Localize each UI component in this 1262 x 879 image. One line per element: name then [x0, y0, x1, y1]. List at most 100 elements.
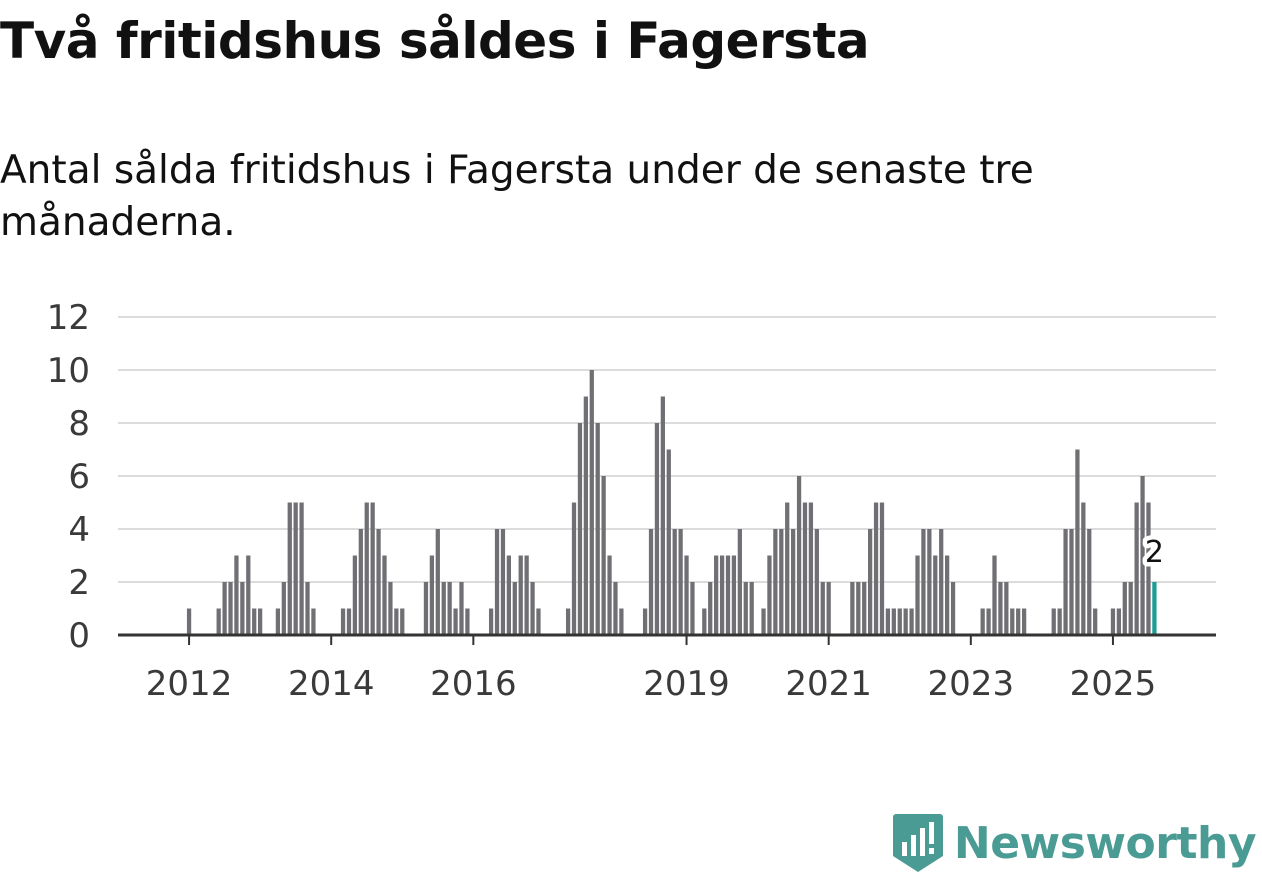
bar	[275, 608, 281, 635]
y-axis-ticks: 0 2 4 6 8 10 12	[47, 298, 90, 656]
bar	[394, 608, 399, 635]
y-tick-label: 12	[47, 298, 90, 338]
bar	[358, 529, 363, 635]
bar	[1081, 502, 1086, 635]
bar	[453, 608, 458, 635]
bar	[376, 529, 381, 635]
bar	[583, 396, 588, 635]
bar	[980, 608, 985, 635]
bar	[524, 555, 529, 635]
bar	[737, 529, 742, 635]
bar	[429, 555, 435, 635]
bar	[293, 502, 298, 635]
bar	[388, 582, 393, 635]
bar	[684, 555, 689, 635]
bar	[873, 502, 879, 635]
bar	[731, 555, 737, 635]
bar	[773, 529, 778, 635]
x-tick-label: 2023	[928, 664, 1015, 704]
bar	[186, 608, 192, 635]
bar	[1116, 608, 1121, 635]
bar	[589, 370, 594, 635]
bar	[903, 608, 908, 635]
bar	[885, 608, 891, 635]
bar	[714, 555, 719, 635]
y-tick-label: 8	[68, 404, 90, 444]
bar	[939, 529, 944, 635]
bar	[607, 555, 612, 635]
bar	[648, 529, 654, 635]
bar	[601, 476, 606, 635]
bar	[1146, 502, 1151, 635]
bar	[382, 555, 387, 635]
highlight-value-label: 2	[1145, 535, 1164, 570]
bar	[820, 582, 825, 635]
y-tick-label: 6	[68, 457, 90, 497]
bars	[186, 370, 1157, 635]
bar	[447, 582, 452, 635]
bar	[1140, 476, 1145, 635]
bar	[222, 582, 227, 635]
bar	[281, 582, 286, 635]
bar	[666, 449, 671, 635]
bar	[364, 502, 369, 635]
bar	[1087, 529, 1092, 635]
bar	[488, 608, 494, 635]
bar	[1110, 608, 1116, 635]
bar	[370, 502, 375, 635]
bar	[826, 582, 831, 635]
bar	[246, 555, 251, 635]
bar	[802, 502, 808, 635]
bar	[299, 502, 304, 635]
bar	[506, 555, 511, 635]
bar	[891, 608, 896, 635]
bar	[814, 529, 819, 635]
bar	[228, 582, 233, 635]
bar	[565, 608, 571, 635]
bar	[1010, 608, 1015, 635]
bar	[725, 555, 731, 635]
bar	[1057, 608, 1062, 635]
bar	[441, 582, 446, 635]
bar	[340, 608, 346, 635]
bar	[796, 476, 802, 635]
bar	[915, 555, 920, 635]
newsworthy-logo-icon	[892, 814, 943, 872]
x-tick-label: 2019	[643, 664, 730, 704]
bar	[287, 502, 292, 635]
bar	[252, 608, 257, 635]
bar	[613, 582, 618, 635]
bar	[850, 582, 855, 635]
bar	[423, 582, 429, 635]
x-tick-label: 2016	[430, 664, 517, 704]
bar	[933, 555, 938, 635]
bar	[234, 555, 239, 635]
bar	[992, 555, 997, 635]
bar	[1004, 582, 1009, 635]
bar	[950, 582, 956, 635]
bar	[678, 529, 683, 635]
bar	[435, 529, 440, 635]
bar	[595, 423, 600, 635]
bar	[785, 502, 790, 635]
bar	[654, 423, 660, 635]
bar	[619, 608, 624, 635]
bar	[1122, 582, 1127, 635]
bar	[1016, 608, 1021, 635]
bar	[708, 582, 713, 635]
chart-subtitle: Antal sålda fritidshus i Fagersta under …	[0, 148, 1034, 245]
bar	[1069, 529, 1074, 635]
bar	[856, 582, 861, 635]
bar	[465, 608, 470, 635]
y-tick-label: 4	[68, 510, 90, 550]
bar	[346, 608, 352, 635]
bar	[1134, 502, 1139, 635]
bar	[702, 608, 707, 635]
bar	[536, 608, 541, 635]
bar	[500, 529, 506, 635]
bar	[352, 555, 358, 635]
chart-title: Två fritidshus såldes i Fagersta	[0, 12, 870, 70]
bar	[459, 582, 464, 635]
bar	[518, 555, 523, 635]
bar	[862, 582, 867, 635]
